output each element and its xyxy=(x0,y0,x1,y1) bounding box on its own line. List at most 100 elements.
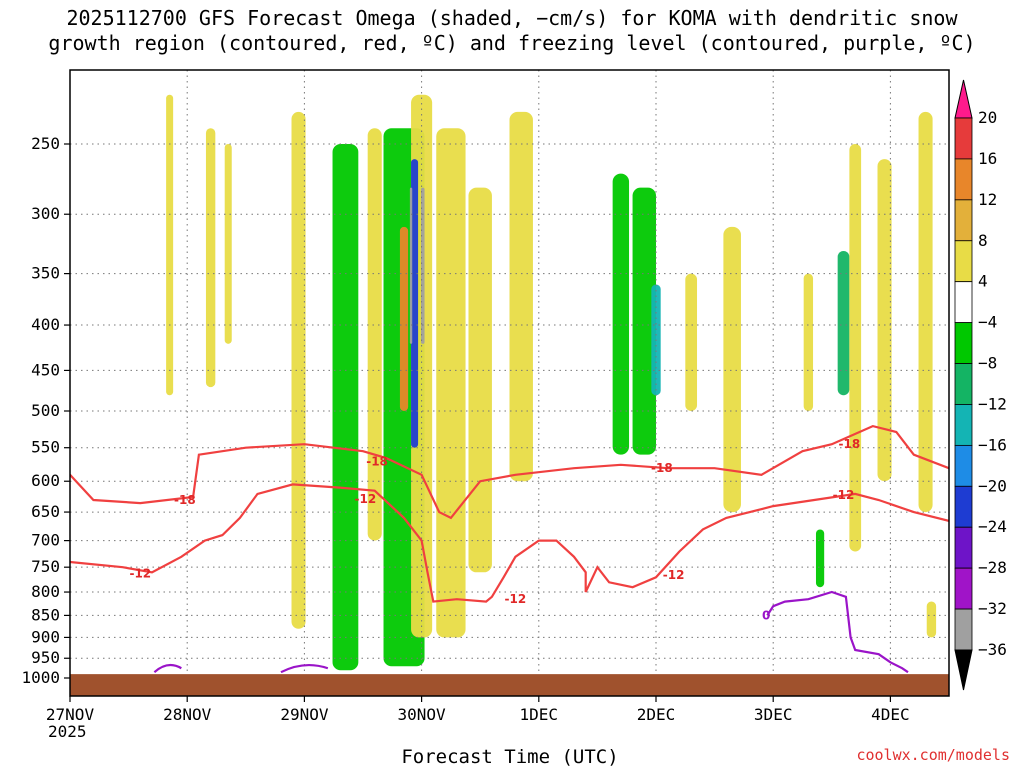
omega-region xyxy=(632,187,656,455)
colorbar-band xyxy=(954,199,973,242)
colorbar-band xyxy=(954,608,973,651)
x-tick-label: 30NOV xyxy=(398,705,447,724)
contour--18 xyxy=(70,424,949,520)
omega-region xyxy=(291,111,306,629)
y-tick-label: 700 xyxy=(31,531,60,550)
colorbar-band xyxy=(954,485,973,528)
x-tick-label: 4DEC xyxy=(871,705,910,724)
x-axis-ticks: 27NOV 28NOV 29NOV 30NOV 1DEC 2DEC 3DEC 4DEC xyxy=(46,696,910,724)
title-line-2: growth region (contoured, red, ºC) and f… xyxy=(48,31,976,55)
omega-region xyxy=(723,226,741,513)
omega-region xyxy=(926,601,937,638)
x-axis-label: Forecast Time (UTC) xyxy=(401,746,619,768)
omega-region xyxy=(436,128,466,638)
colorbar-band xyxy=(954,281,973,324)
x-axis-year: 2025 xyxy=(48,722,87,741)
contour-0-surface xyxy=(280,663,329,674)
x-tick-label: 3DEC xyxy=(754,705,793,724)
y-axis-ticks: 250 300 350 400 450 500 550 600 650 700 750 800 850 9… xyxy=(21,134,70,687)
colorbar-top-triangle xyxy=(954,79,973,119)
colorbar-label: −4 xyxy=(978,313,997,332)
chart-title: 2025112700 GFS Forecast Omega (shaded, −… xyxy=(0,6,1024,56)
terrain-fill xyxy=(70,674,949,696)
x-tick-label: 1DEC xyxy=(520,705,559,724)
contour-label: -18 xyxy=(651,461,673,475)
omega-region xyxy=(685,273,698,411)
colorbar-band xyxy=(954,567,973,610)
colorbar-label: 20 xyxy=(978,108,997,127)
y-tick-label: 250 xyxy=(31,134,60,153)
title-line-1: 2025112700 GFS Forecast Omega (shaded, −… xyxy=(66,6,958,30)
colorbar-label: −20 xyxy=(978,476,1007,495)
colorbar-label: −36 xyxy=(978,640,1007,659)
omega-region xyxy=(421,187,425,344)
y-tick-label: 400 xyxy=(31,315,60,334)
terrain xyxy=(70,674,949,696)
y-tick-label: 650 xyxy=(31,502,60,521)
colorbar-label: 12 xyxy=(978,190,997,209)
x-tick-label: 2DEC xyxy=(637,705,676,724)
colorbar-band xyxy=(954,322,973,364)
credit-link[interactable]: coolwx.com/models xyxy=(856,746,1010,764)
contour-label: -12 xyxy=(663,568,685,582)
omega-region xyxy=(509,111,533,482)
y-tick-label: 800 xyxy=(31,582,60,601)
contour-labels: -18 -12 -12 -18 -12 -18 -12 -18 -12 0 xyxy=(129,437,860,622)
colorbar-band xyxy=(954,158,973,201)
omega-shading xyxy=(166,94,937,671)
y-tick-label: 950 xyxy=(31,648,60,667)
colorbar-label: 8 xyxy=(978,231,988,250)
y-tick-label: 600 xyxy=(31,471,60,490)
omega-region xyxy=(399,226,409,411)
colorbar-label: −32 xyxy=(978,599,1007,618)
omega-region xyxy=(877,159,892,482)
colorbar-band xyxy=(954,363,973,405)
y-tick-label: 450 xyxy=(31,360,60,379)
y-tick-label: 300 xyxy=(31,204,60,223)
colorbar-label: −16 xyxy=(978,435,1007,454)
colorbar-band xyxy=(954,117,973,160)
x-tick-label: 29NOV xyxy=(280,705,329,724)
colorbar: 20 16 12 8 4 −4 −8 −12 −16 −20 −24 −28 −32 −36 xyxy=(954,79,1007,691)
colorbar-label: 16 xyxy=(978,149,997,168)
contour-label: -18 xyxy=(839,437,861,451)
omega-region xyxy=(918,111,933,513)
colorbar-band xyxy=(954,240,973,283)
omega-region xyxy=(332,144,359,671)
colorbar-label: −8 xyxy=(978,354,997,373)
y-tick-label: 900 xyxy=(31,627,60,646)
y-tick-label: 350 xyxy=(31,264,60,283)
contour-label: -12 xyxy=(129,566,151,580)
omega-region xyxy=(411,159,419,448)
omega-region xyxy=(367,128,382,541)
y-tick-label: 850 xyxy=(31,605,60,624)
colorbar-label: −28 xyxy=(978,558,1007,577)
y-tick-label: 750 xyxy=(31,557,60,576)
contour-0-surface xyxy=(153,663,182,674)
colorbar-band xyxy=(954,526,973,569)
omega-region xyxy=(409,187,413,344)
contour-label: -12 xyxy=(505,592,527,606)
x-tick-label: 27NOV xyxy=(46,705,95,724)
colorbar-bottom-triangle xyxy=(954,649,973,691)
contour-label: -12 xyxy=(833,488,855,502)
omega-region xyxy=(815,529,825,588)
contour-0 xyxy=(766,590,909,674)
omega-region xyxy=(205,128,216,388)
contour-label: -12 xyxy=(355,492,377,506)
colorbar-label: 4 xyxy=(978,272,988,291)
omega-region xyxy=(803,273,814,411)
contour-label: 0 xyxy=(762,608,770,622)
y-tick-label: 500 xyxy=(31,401,60,420)
colorbar-band xyxy=(954,404,973,446)
contour-label: -18 xyxy=(366,454,388,468)
contour--12 xyxy=(70,483,949,603)
omega-region xyxy=(224,144,232,344)
y-tick-label: 550 xyxy=(31,438,60,457)
contour-label: -18 xyxy=(174,493,196,507)
omega-region xyxy=(166,94,174,396)
colorbar-label: −24 xyxy=(978,517,1007,536)
omega-region xyxy=(468,187,492,573)
temperature-contours xyxy=(70,424,949,674)
